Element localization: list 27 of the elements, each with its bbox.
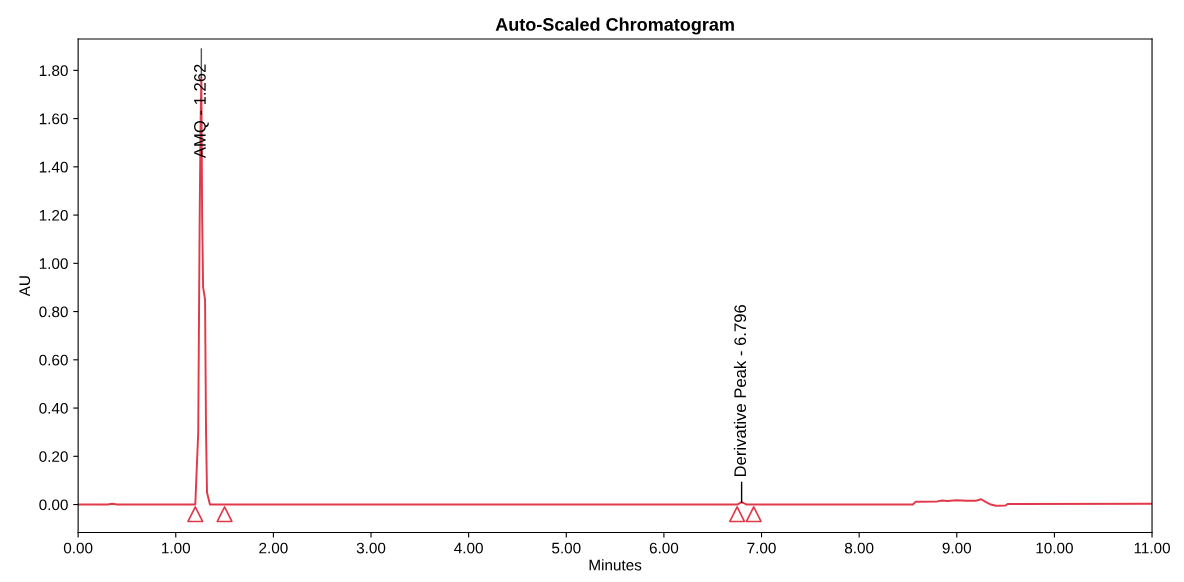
y-tick-label: 1.60 [39,113,68,125]
x-tick-label: 6.00 [649,542,679,554]
y-tick-label: 1.40 [39,161,68,173]
y-tick-label: 0.80 [39,306,68,318]
x-tick-label: 7.00 [747,542,776,554]
x-axis-title: Minutes [589,559,642,571]
y-tick-label: 1.00 [39,258,68,270]
x-tick-label: 3.00 [356,542,386,554]
x-tick-label: 0.00 [63,542,93,554]
y-tick-label: 0.20 [39,451,68,462]
x-tick-label: 1.00 [162,542,191,554]
x-tick-label: 10.00 [1036,542,1073,554]
y-axis-title: AU [19,276,31,297]
x-tick-label: 11.00 [1134,542,1170,554]
y-tick-label: 0.00 [39,499,68,511]
x-tick-label: 9.00 [942,542,972,554]
x-tick-label: 5.00 [552,542,581,554]
y-tick-label: 1.80 [39,65,68,77]
x-tick-label: 8.00 [844,542,874,554]
y-tick-label: 1.20 [39,209,68,221]
chart-title: Auto-Scaled Chromatogram [495,17,734,35]
annotation: Derivative Peak - 6.796 [733,304,747,477]
y-tick-label: 0.60 [39,354,68,366]
y-tick-label: 0.40 [39,402,68,414]
x-tick-label: 4.00 [454,542,483,554]
x-tick-label: 2.00 [259,542,288,554]
annotation: AMQ - 1.262 [194,64,209,159]
